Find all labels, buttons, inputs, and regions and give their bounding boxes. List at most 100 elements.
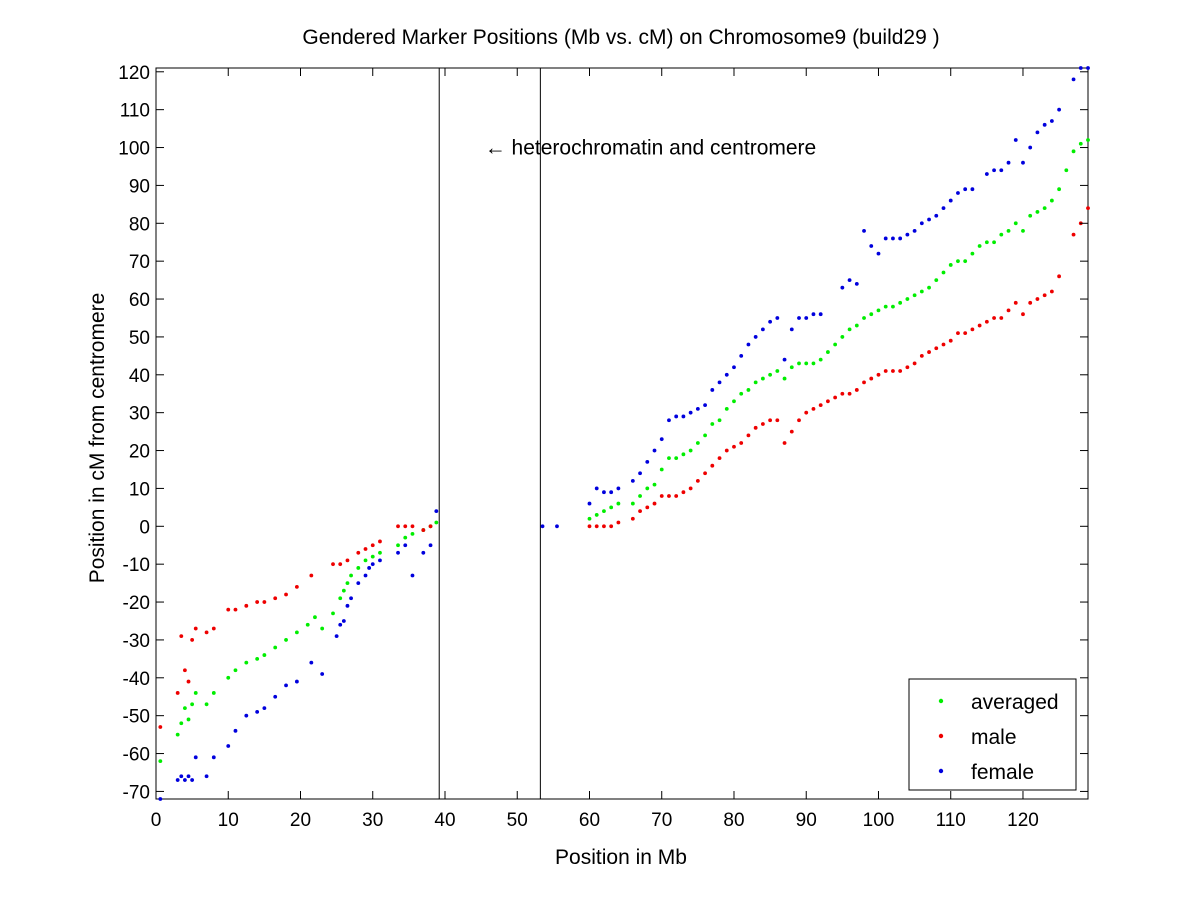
data-point-averaged xyxy=(602,509,606,514)
data-point-averaged xyxy=(434,520,439,525)
data-point-female xyxy=(233,728,238,733)
x-tick-label: 120 xyxy=(1007,810,1039,831)
data-point-male xyxy=(363,547,368,551)
data-point-female xyxy=(1006,160,1011,165)
data-point-female xyxy=(695,406,700,411)
data-point-female xyxy=(789,327,794,332)
data-point-female xyxy=(587,501,592,506)
data-point-averaged xyxy=(746,388,751,392)
data-point-male xyxy=(883,369,888,373)
data-point-averaged xyxy=(1006,228,1011,233)
data-point-averaged xyxy=(190,702,195,707)
data-point-female xyxy=(540,524,545,529)
y-axis-ticks: -70 -60 -50 -40 -30 -20 -10 0 10 20 30 40 50 60 70 80 90… xyxy=(118,63,1088,803)
data-point-averaged xyxy=(948,263,953,267)
data-point-averaged xyxy=(349,573,353,578)
data-point-male xyxy=(732,444,736,449)
data-point-averaged xyxy=(193,691,198,695)
data-point-averaged xyxy=(826,350,830,354)
data-point-female xyxy=(638,471,642,476)
data-point-averaged xyxy=(345,581,350,586)
data-point-averaged xyxy=(378,550,382,555)
data-point-male xyxy=(826,399,830,404)
data-point-male xyxy=(186,679,191,684)
data-point-male xyxy=(739,441,744,445)
data-point-male xyxy=(182,668,187,673)
data-point-female xyxy=(193,755,198,760)
data-point-female xyxy=(840,285,845,290)
data-point-averaged xyxy=(667,456,671,461)
data-point-averaged xyxy=(984,240,989,245)
data-point-male xyxy=(233,607,238,612)
data-point-male xyxy=(804,410,809,415)
data-point-female xyxy=(710,388,715,392)
x-tick-label: 70 xyxy=(651,810,672,831)
data-point-female xyxy=(1078,66,1083,70)
data-point-averaged xyxy=(403,535,408,540)
data-point-male xyxy=(645,505,650,510)
data-point-male xyxy=(818,403,823,407)
data-point-male xyxy=(833,395,838,400)
data-point-female xyxy=(862,228,866,233)
data-point-female xyxy=(1021,160,1025,165)
data-point-female xyxy=(746,342,751,347)
chart-title: Gendered Marker Positions (Mb vs. cM) on… xyxy=(302,26,939,49)
data-point-female xyxy=(367,566,372,570)
data-point-male xyxy=(1057,274,1062,279)
data-point-averaged xyxy=(294,630,299,635)
data-point-female xyxy=(1042,122,1047,127)
data-point-averaged xyxy=(695,441,700,445)
data-point-male xyxy=(905,365,910,370)
data-point-averaged xyxy=(681,452,686,457)
x-tick-label: 110 xyxy=(936,810,966,831)
data-point-female xyxy=(775,316,780,320)
data-point-averaged xyxy=(341,588,346,593)
y-tick-label: -70 xyxy=(123,782,150,803)
data-point-male xyxy=(710,463,715,468)
data-point-female xyxy=(927,217,931,222)
data-point-male xyxy=(356,550,361,555)
data-point-averaged xyxy=(804,361,809,366)
data-point-averaged xyxy=(305,622,310,627)
data-point-averaged xyxy=(226,675,231,680)
x-tick-label: 60 xyxy=(579,810,600,831)
data-point-averaged xyxy=(320,626,325,631)
data-point-averaged xyxy=(396,543,400,548)
data-point-female xyxy=(309,660,314,665)
data-point-male xyxy=(659,494,664,498)
data-point-male xyxy=(1006,308,1011,313)
y-tick-label: -40 xyxy=(123,669,150,690)
data-point-averaged xyxy=(768,372,773,377)
data-point-female xyxy=(717,380,722,385)
data-point-averaged xyxy=(1057,187,1062,192)
data-point-male xyxy=(992,316,996,320)
data-point-male xyxy=(854,388,859,392)
data-point-averaged xyxy=(999,232,1004,237)
data-point-male xyxy=(753,425,758,430)
data-point-female xyxy=(970,187,975,192)
legend-label-averaged: averaged xyxy=(971,691,1059,714)
data-point-male xyxy=(775,418,780,423)
data-point-averaged xyxy=(941,270,946,275)
data-point-averaged xyxy=(956,259,960,264)
data-point-female xyxy=(811,312,816,317)
data-point-male xyxy=(428,524,433,529)
data-point-female xyxy=(555,524,559,529)
data-point-female xyxy=(760,327,765,332)
data-point-male xyxy=(768,418,773,423)
x-tick-label: 20 xyxy=(290,810,311,831)
data-point-averaged xyxy=(970,251,975,256)
data-point-male xyxy=(226,607,231,612)
data-point-male xyxy=(934,346,939,351)
data-point-male xyxy=(956,331,960,336)
data-point-female xyxy=(334,634,339,639)
data-point-male xyxy=(273,596,278,601)
data-point-male xyxy=(984,319,989,324)
x-tick-label: 80 xyxy=(723,810,744,831)
data-point-female xyxy=(992,168,996,173)
data-point-female xyxy=(999,168,1004,173)
data-point-male xyxy=(869,376,874,381)
data-point-female xyxy=(428,543,433,548)
data-point-male xyxy=(1071,232,1076,237)
data-point-male xyxy=(1013,300,1018,305)
